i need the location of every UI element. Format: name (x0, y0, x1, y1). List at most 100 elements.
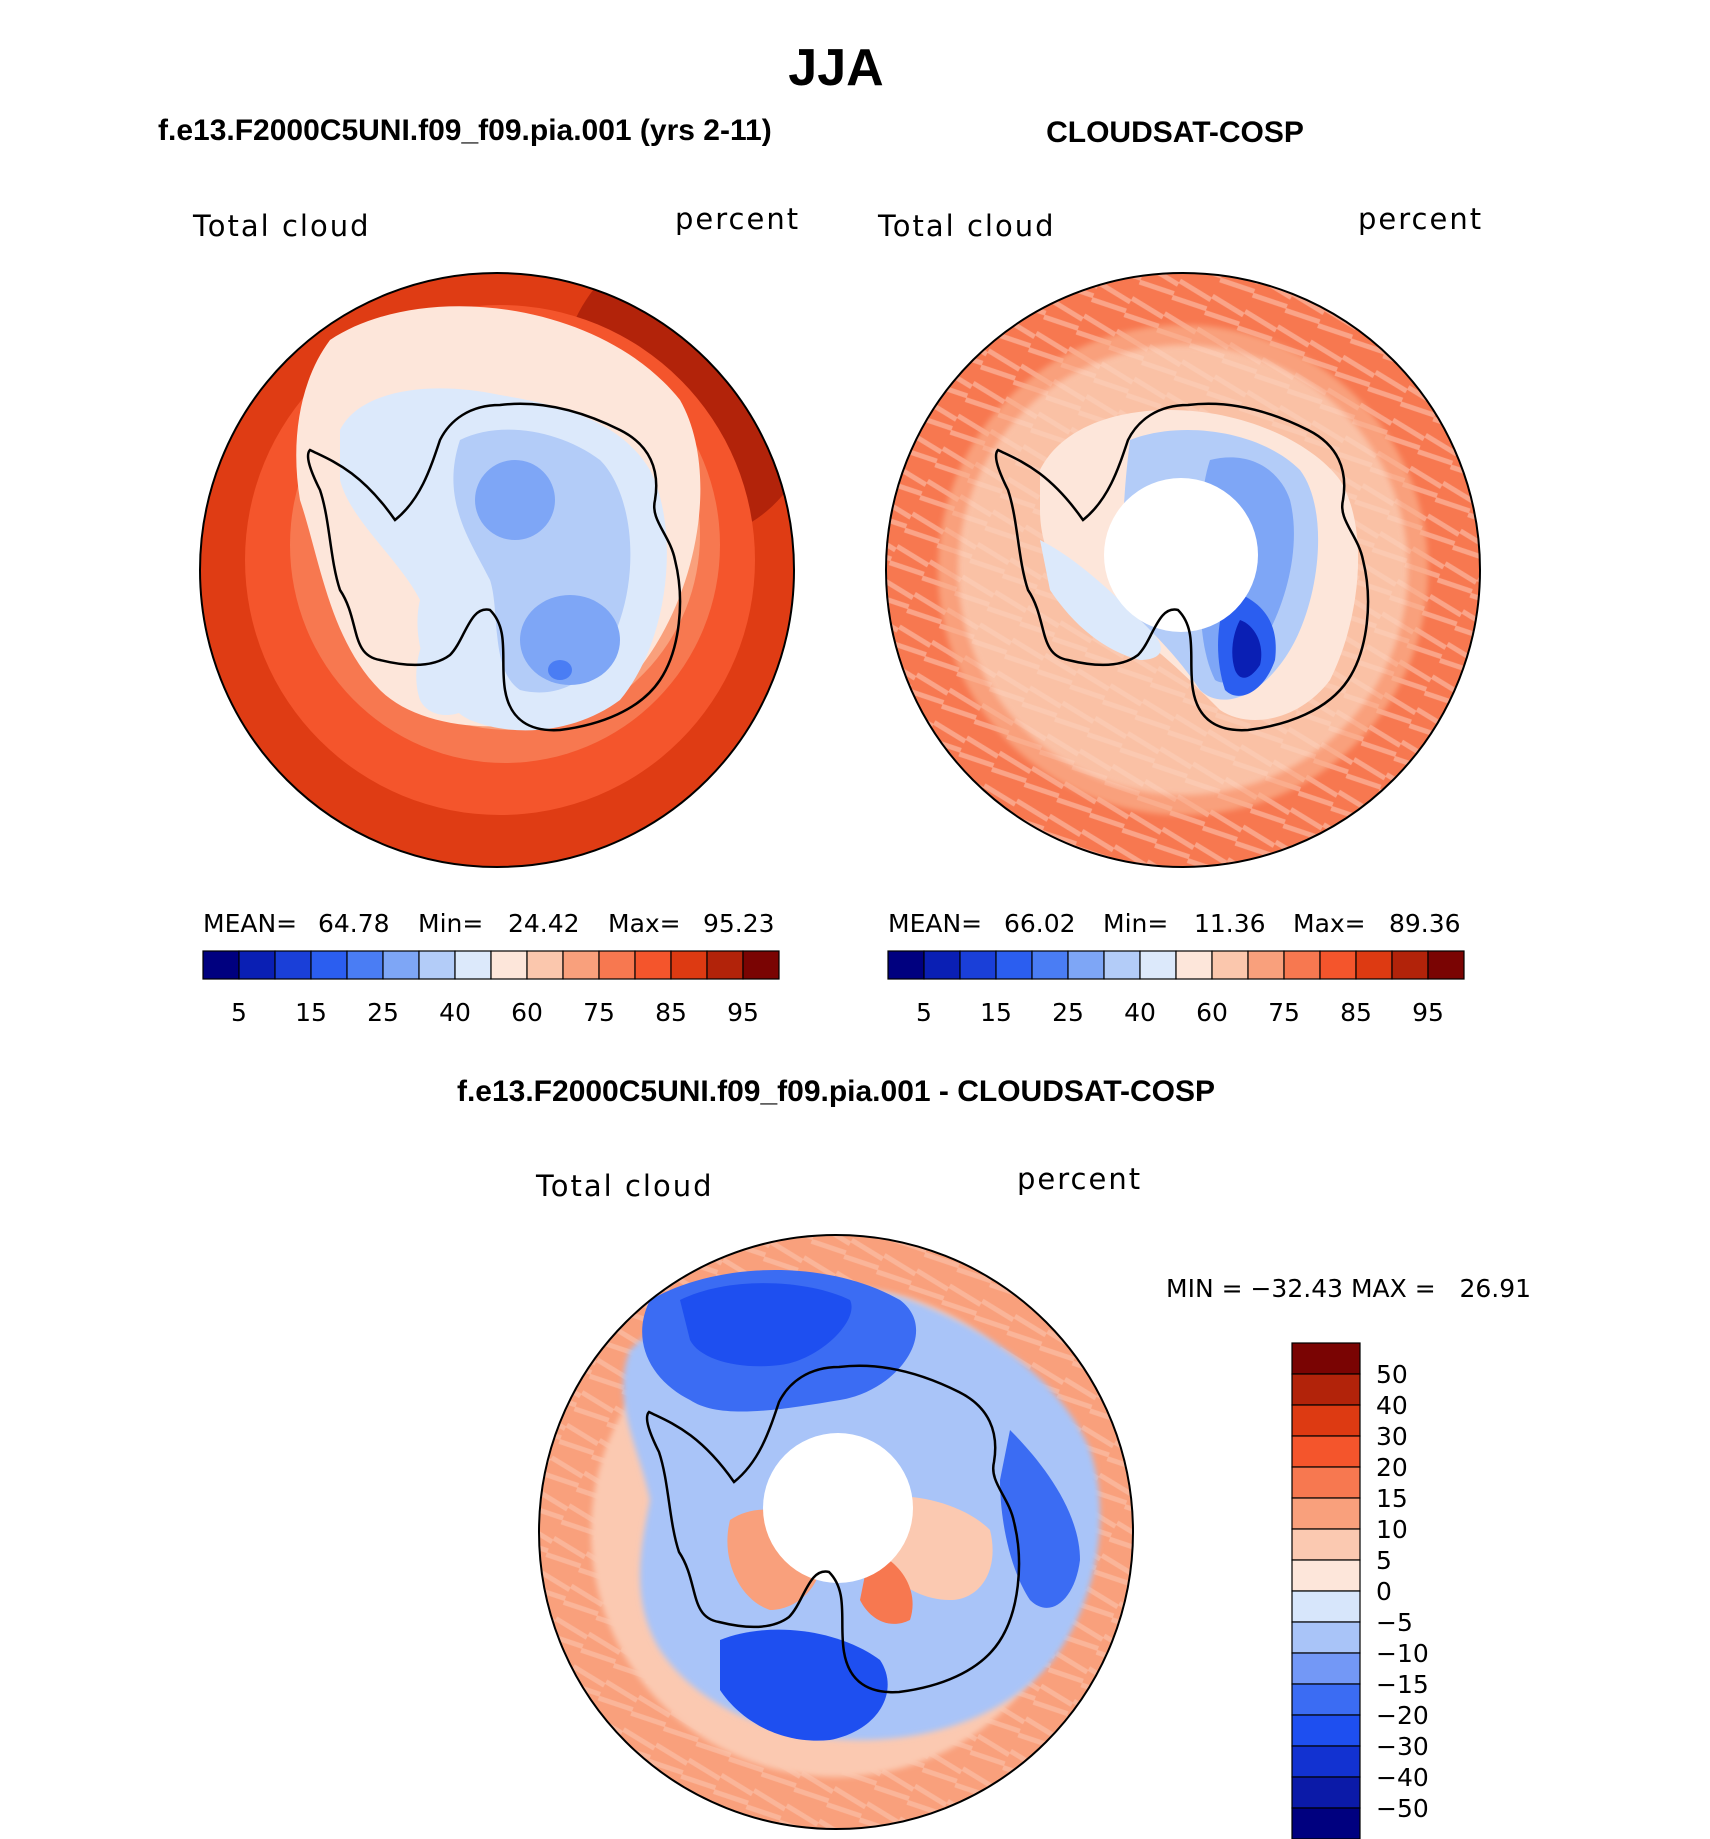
colorbar-left-tick-label: 60 (511, 998, 543, 1027)
colorbar-diff-label: −15 (1376, 1670, 1429, 1699)
colorbar-left-swatch (490, 950, 528, 980)
colorbar-right-swatch (1391, 950, 1429, 980)
panel-left: f.e13.F2000C5UNI.f09_f09.pia.001 (yrs 2-… (158, 114, 800, 1027)
colorbar-diff-label: −5 (1376, 1608, 1413, 1637)
map-right-border (885, 272, 1481, 868)
right-max-label: Max= (1293, 909, 1366, 938)
colorbar-left-swatch (670, 950, 708, 980)
colorbar-diff-swatch (1291, 1807, 1361, 1839)
colorbar-left-swatch (454, 950, 492, 980)
colorbar-right-swatch (1211, 950, 1249, 980)
colorbar-left-ticks: 5 15 25 40 60 75 85 95 (231, 998, 759, 1027)
panel-left-units: percent (675, 202, 800, 236)
colorbar-left-swatch (274, 950, 312, 980)
colorbar-diff-swatch (1291, 1590, 1361, 1623)
left-min-label: Min= (418, 909, 483, 938)
colorbar-diff-label: −30 (1376, 1732, 1429, 1761)
map-diff-border (538, 1234, 1134, 1830)
right-mean-value: 66.02 (1004, 909, 1076, 938)
colorbar-left (202, 950, 780, 980)
colorbar-right-tick-label: 75 (1268, 998, 1300, 1027)
right-min-value: 11.36 (1194, 909, 1266, 938)
map-left-border (199, 272, 795, 868)
panel-diff: f.e13.F2000C5UNI.f09_f09.pia.001 - CLOUD… (457, 1075, 1531, 1839)
colorbar-diff-swatch (1291, 1466, 1361, 1499)
colorbar-right-swatch (995, 950, 1033, 980)
colorbar-right-swatch (1427, 950, 1465, 980)
colorbar-left-tick-label: 85 (655, 998, 687, 1027)
colorbar-diff-label: −20 (1376, 1701, 1429, 1730)
colorbar-right-swatch (1319, 950, 1357, 980)
colorbar-diff-label: −40 (1376, 1763, 1429, 1792)
colorbar-diff-label: 5 (1376, 1546, 1392, 1575)
colorbar-diff-swatch (1291, 1342, 1361, 1375)
colorbar-left-tick-label: 25 (367, 998, 399, 1027)
colorbar-right-tick-label: 95 (1412, 998, 1444, 1027)
colorbar-left-swatch (202, 950, 240, 980)
colorbar-diff-label: 50 (1376, 1360, 1408, 1389)
colorbar-right-swatch (959, 950, 997, 980)
colorbar-right-tick-label: 60 (1196, 998, 1228, 1027)
panel-left-variable: Total cloud (192, 209, 370, 243)
colorbar-left-tick-label: 95 (727, 998, 759, 1027)
coastline-right (994, 402, 1370, 732)
colorbar-diff-swatch (1291, 1683, 1361, 1716)
colorbar-right-swatch (1139, 950, 1177, 980)
colorbar-diff-label: 15 (1376, 1484, 1408, 1513)
colorbar-right-tick-label: 15 (980, 998, 1012, 1027)
colorbar-diff-swatch (1291, 1528, 1361, 1561)
colorbar-right-swatch (1103, 950, 1141, 980)
colorbar-right-ticks: 5 15 25 40 60 75 85 95 (916, 998, 1444, 1027)
map-left (200, 273, 794, 867)
left-min-value: 24.42 (508, 909, 580, 938)
colorbar-diff-label: 40 (1376, 1391, 1408, 1420)
right-mean-label: MEAN= (888, 909, 982, 938)
colorbar-left-swatch (418, 950, 456, 980)
colorbar-left-swatch (742, 950, 780, 980)
panel-diff-minmax: MIN = −32.43 MAX = 26.91 (1166, 1274, 1531, 1303)
colorbar-right-swatch (887, 950, 925, 980)
colorbar-right-tick-label: 25 (1052, 998, 1084, 1027)
colorbar-diff-swatch (1291, 1714, 1361, 1747)
right-min-label: Min= (1103, 909, 1168, 938)
coastline-left (306, 402, 682, 732)
colorbar-right-swatch (1283, 950, 1321, 980)
colorbar-left-swatch (562, 950, 600, 980)
colorbar-left-swatch (238, 950, 276, 980)
colorbar-diff-swatch (1291, 1745, 1361, 1778)
colorbar-right-tick-label: 85 (1340, 998, 1372, 1027)
colorbar-left-swatch (634, 950, 672, 980)
panel-diff-variable: Total cloud (535, 1169, 713, 1203)
left-max-label: Max= (608, 909, 681, 938)
panel-right-variable: Total cloud (877, 209, 1055, 243)
colorbar-right-swatch (1031, 950, 1069, 980)
coastline-diff (645, 1364, 1021, 1694)
left-max-value: 95.23 (703, 909, 775, 938)
colorbar-diff-swatch (1291, 1404, 1361, 1437)
colorbar-diff-swatch (1291, 1559, 1361, 1592)
colorbar-right (887, 950, 1465, 980)
colorbar-left-swatch (526, 950, 564, 980)
colorbar-diff-label: 0 (1376, 1577, 1392, 1606)
season-title: JJA (788, 39, 883, 97)
colorbar-left-tick-label: 5 (231, 998, 247, 1027)
colorbar-diff-label: 10 (1376, 1515, 1408, 1544)
colorbar-right-swatch (923, 950, 961, 980)
left-mean-value: 64.78 (318, 909, 390, 938)
colorbar-right-tick-label: 5 (916, 998, 932, 1027)
colorbar-left-swatch (382, 950, 420, 980)
colorbar-diff-swatch (1291, 1435, 1361, 1468)
colorbar-diff-label: −50 (1376, 1794, 1429, 1823)
colorbar-right-swatch (1175, 950, 1213, 980)
panel-right-title: CLOUDSAT-COSP (1046, 116, 1304, 149)
panel-diff-units: percent (1017, 1162, 1142, 1196)
colorbar-diff-swatch (1291, 1652, 1361, 1685)
colorbar-diff-swatch (1291, 1776, 1361, 1809)
map-right (886, 273, 1480, 867)
panel-right-units: percent (1358, 202, 1483, 236)
colorbar-right-tick-label: 40 (1124, 998, 1156, 1027)
colorbar-diff-label: 30 (1376, 1422, 1408, 1451)
colorbar-diff-label: −10 (1376, 1639, 1429, 1668)
